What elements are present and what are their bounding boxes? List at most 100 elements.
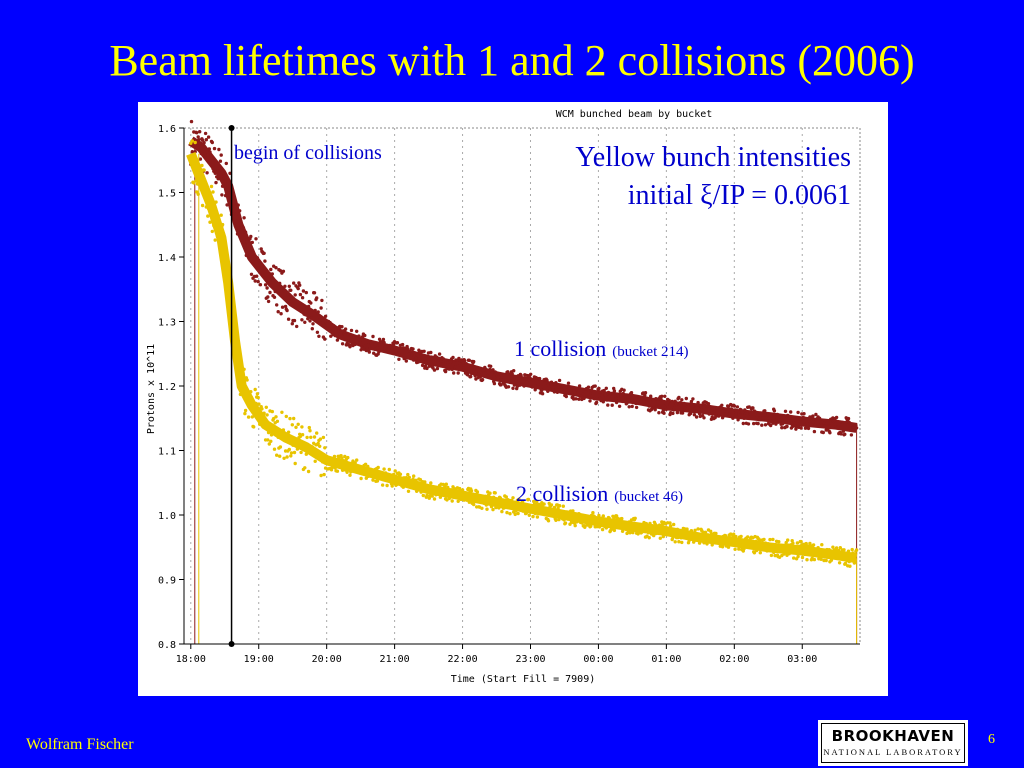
data-point [326, 323, 330, 328]
data-point [588, 399, 592, 403]
data-point [509, 379, 513, 383]
data-point [446, 485, 450, 490]
data-point [754, 410, 758, 414]
data-point [599, 516, 603, 520]
data-point [425, 493, 429, 498]
data-point [452, 494, 456, 498]
data-point [758, 551, 762, 555]
data-point [562, 518, 566, 522]
data-point [812, 557, 817, 562]
data-point [612, 386, 616, 391]
data-point [789, 410, 793, 414]
data-point [409, 480, 413, 484]
data-point [646, 397, 650, 402]
data-point [307, 425, 311, 430]
data-point [703, 534, 707, 538]
data-point [246, 390, 250, 394]
data-point [469, 371, 474, 376]
data-point [306, 304, 311, 309]
data-point [678, 401, 682, 405]
data-point [202, 168, 206, 172]
data-point [290, 322, 294, 326]
data-point [796, 554, 800, 559]
data-point [548, 386, 552, 391]
data-point [733, 547, 737, 551]
data-point [493, 491, 497, 495]
data-point [623, 523, 628, 527]
data-point [593, 384, 597, 388]
data-point [601, 514, 605, 518]
data-point [812, 429, 817, 434]
data-point [846, 416, 851, 421]
data-point [287, 447, 291, 452]
data-point [485, 507, 489, 511]
data-point [400, 480, 405, 484]
data-point [597, 513, 601, 518]
data-point [629, 391, 634, 395]
data-point [671, 411, 675, 416]
data-point [712, 408, 717, 413]
data-point [643, 391, 648, 395]
data-point [323, 337, 327, 341]
data-point [395, 341, 400, 345]
data-point [557, 504, 562, 508]
data-point [597, 525, 602, 529]
data-point [512, 383, 517, 387]
data-point [787, 552, 791, 556]
data-point [303, 320, 307, 324]
data-point [257, 266, 261, 270]
data-point [646, 531, 651, 535]
collision-marker-top [228, 125, 235, 131]
data-point [489, 504, 494, 509]
data-point [359, 348, 363, 352]
data-point [291, 443, 295, 447]
data-point [391, 478, 395, 482]
data-point [383, 471, 388, 475]
data-point [459, 366, 463, 370]
data-point [660, 394, 664, 398]
series-2-collision [186, 139, 859, 644]
data-point [338, 461, 342, 465]
data-point [711, 540, 715, 545]
x-tick-label: 20:00 [312, 654, 342, 665]
data-point [189, 161, 194, 165]
header-line2: initial ξ/IP = 0.0061 [628, 180, 851, 211]
data-point [552, 509, 556, 513]
data-point [206, 206, 211, 211]
data-point [449, 360, 453, 364]
data-point [419, 353, 423, 357]
data-point [811, 414, 815, 418]
data-point [826, 555, 830, 559]
data-point [320, 460, 325, 464]
data-point [285, 455, 289, 459]
data-point [278, 454, 282, 458]
data-point [375, 479, 380, 483]
data-point [202, 141, 206, 145]
data-point [385, 483, 389, 488]
data-point [243, 411, 247, 416]
data-point [843, 432, 847, 436]
data-point [219, 213, 223, 217]
data-point [196, 135, 200, 139]
data-point [813, 553, 817, 557]
data-point [552, 505, 557, 510]
data-point [752, 421, 756, 426]
data-point [535, 379, 539, 383]
data-point [694, 533, 698, 537]
data-point [267, 442, 271, 446]
data-point [772, 547, 777, 551]
data-point [371, 334, 375, 339]
x-tick-label: 18:00 [176, 654, 206, 665]
data-point [263, 283, 268, 287]
data-point [763, 409, 767, 413]
data-point [633, 516, 637, 520]
data-point [254, 237, 258, 241]
data-point [576, 390, 580, 395]
data-point [565, 391, 569, 395]
data-point [592, 515, 597, 519]
data-point [460, 488, 465, 492]
data-point [838, 546, 842, 550]
data-point [404, 359, 408, 363]
data-point [762, 537, 766, 542]
data-point [302, 443, 306, 447]
